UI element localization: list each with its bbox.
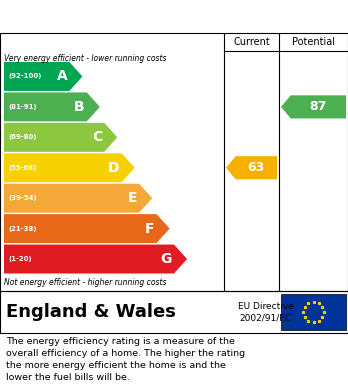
Polygon shape: [4, 153, 135, 182]
Text: Current: Current: [233, 37, 270, 47]
Polygon shape: [4, 123, 117, 152]
Text: (55-68): (55-68): [8, 165, 36, 171]
Text: England & Wales: England & Wales: [6, 303, 176, 321]
Polygon shape: [226, 156, 277, 179]
Text: F: F: [145, 222, 155, 236]
Text: B: B: [74, 100, 85, 114]
Text: Potential: Potential: [292, 37, 335, 47]
Text: D: D: [108, 161, 120, 175]
Text: The energy efficiency rating is a measure of the
overall efficiency of a home. T: The energy efficiency rating is a measur…: [6, 337, 245, 382]
Polygon shape: [4, 184, 152, 213]
Text: Energy Efficiency Rating: Energy Efficiency Rating: [10, 9, 232, 24]
Text: C: C: [92, 130, 102, 144]
Text: (39-54): (39-54): [8, 195, 37, 201]
Polygon shape: [4, 92, 100, 121]
Text: 87: 87: [310, 100, 327, 113]
Polygon shape: [4, 245, 187, 273]
Text: 63: 63: [248, 161, 265, 174]
Text: (81-91): (81-91): [8, 104, 37, 110]
Text: (1-20): (1-20): [8, 256, 32, 262]
Polygon shape: [281, 95, 346, 118]
Text: G: G: [161, 252, 172, 266]
Text: (92-100): (92-100): [8, 74, 41, 79]
Text: (69-80): (69-80): [8, 135, 37, 140]
Text: Very energy efficient - lower running costs: Very energy efficient - lower running co…: [4, 54, 166, 63]
Bar: [281, 294, 346, 330]
Text: E: E: [128, 191, 137, 205]
Text: EU Directive
2002/91/EC: EU Directive 2002/91/EC: [238, 302, 293, 322]
Polygon shape: [4, 214, 169, 243]
Text: (21-38): (21-38): [8, 226, 37, 231]
Text: Not energy efficient - higher running costs: Not energy efficient - higher running co…: [4, 278, 166, 287]
Text: A: A: [57, 70, 68, 83]
Polygon shape: [4, 62, 82, 91]
